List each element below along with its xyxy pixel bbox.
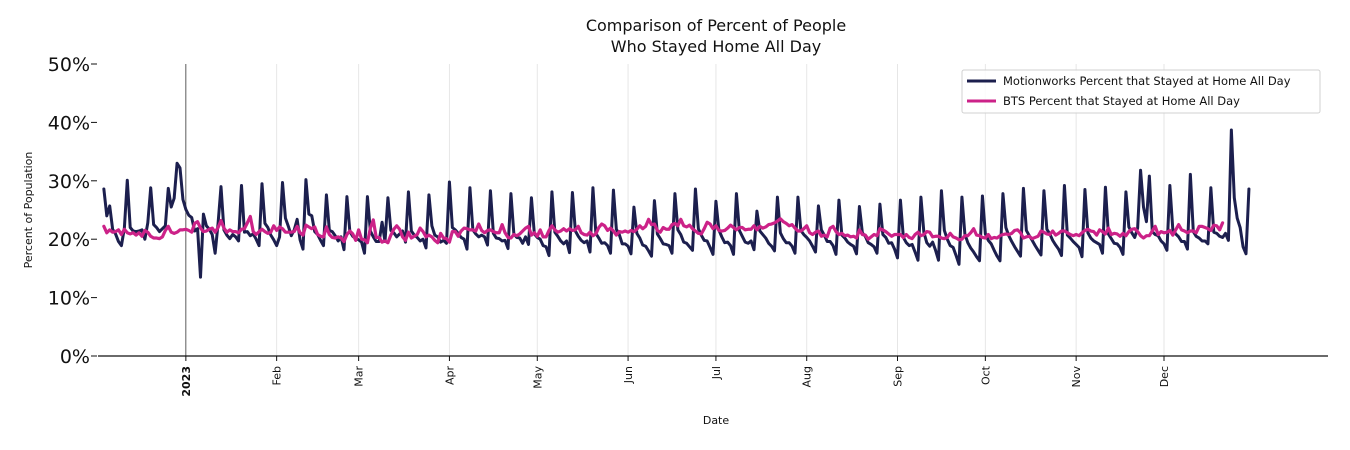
x-tick-label: Sep	[892, 366, 905, 387]
x-tick-label: Jun	[622, 366, 635, 384]
x-tick-label: Dec	[1158, 366, 1171, 387]
y-tick-label: 50%	[48, 54, 90, 76]
x-axis-label: Date	[703, 414, 730, 427]
x-tick-label: Mar	[353, 366, 366, 387]
x-tick-label: May	[531, 366, 544, 389]
y-axis-label: Percent of Population	[22, 152, 35, 269]
x-tick-label: Aug	[801, 366, 814, 387]
legend: Motionworks Percent that Stayed at Home …	[961, 69, 1321, 114]
legend-entry-bts: BTS Percent that Stayed at Home All Day	[1003, 94, 1240, 108]
x-tick-label: Oct	[979, 365, 992, 385]
x-tick-label: Feb	[271, 366, 284, 385]
y-tick-label: 10%	[48, 288, 90, 310]
plot-area	[102, 128, 1251, 279]
series-line-bts	[102, 214, 1225, 245]
legend-box	[961, 69, 1321, 114]
x-tick-label: Nov	[1070, 366, 1083, 388]
y-tick-label: 40%	[48, 112, 90, 134]
x-axis: 2023 Feb Mar Apr May Jun Jul Aug Sep Oct Nov Dec	[98, 355, 1328, 397]
x-tick-label: Jul	[710, 366, 723, 380]
y-tick-label: 0%	[60, 346, 90, 368]
y-axis: 0% 10% 20% 30% 40% 50%	[48, 54, 97, 368]
x-tick-label: 2023	[180, 366, 193, 397]
x-tick-label: Apr	[443, 366, 456, 386]
series-line-motionworks	[102, 128, 1251, 279]
legend-entry-motionworks: Motionworks Percent that Stayed at Home …	[1003, 74, 1291, 88]
y-tick-label: 20%	[48, 229, 90, 251]
chart-title: Comparison of Percent of People	[586, 16, 846, 35]
chart-title-line2: Who Stayed Home All Day	[611, 37, 821, 56]
y-tick-label: 30%	[48, 171, 90, 193]
